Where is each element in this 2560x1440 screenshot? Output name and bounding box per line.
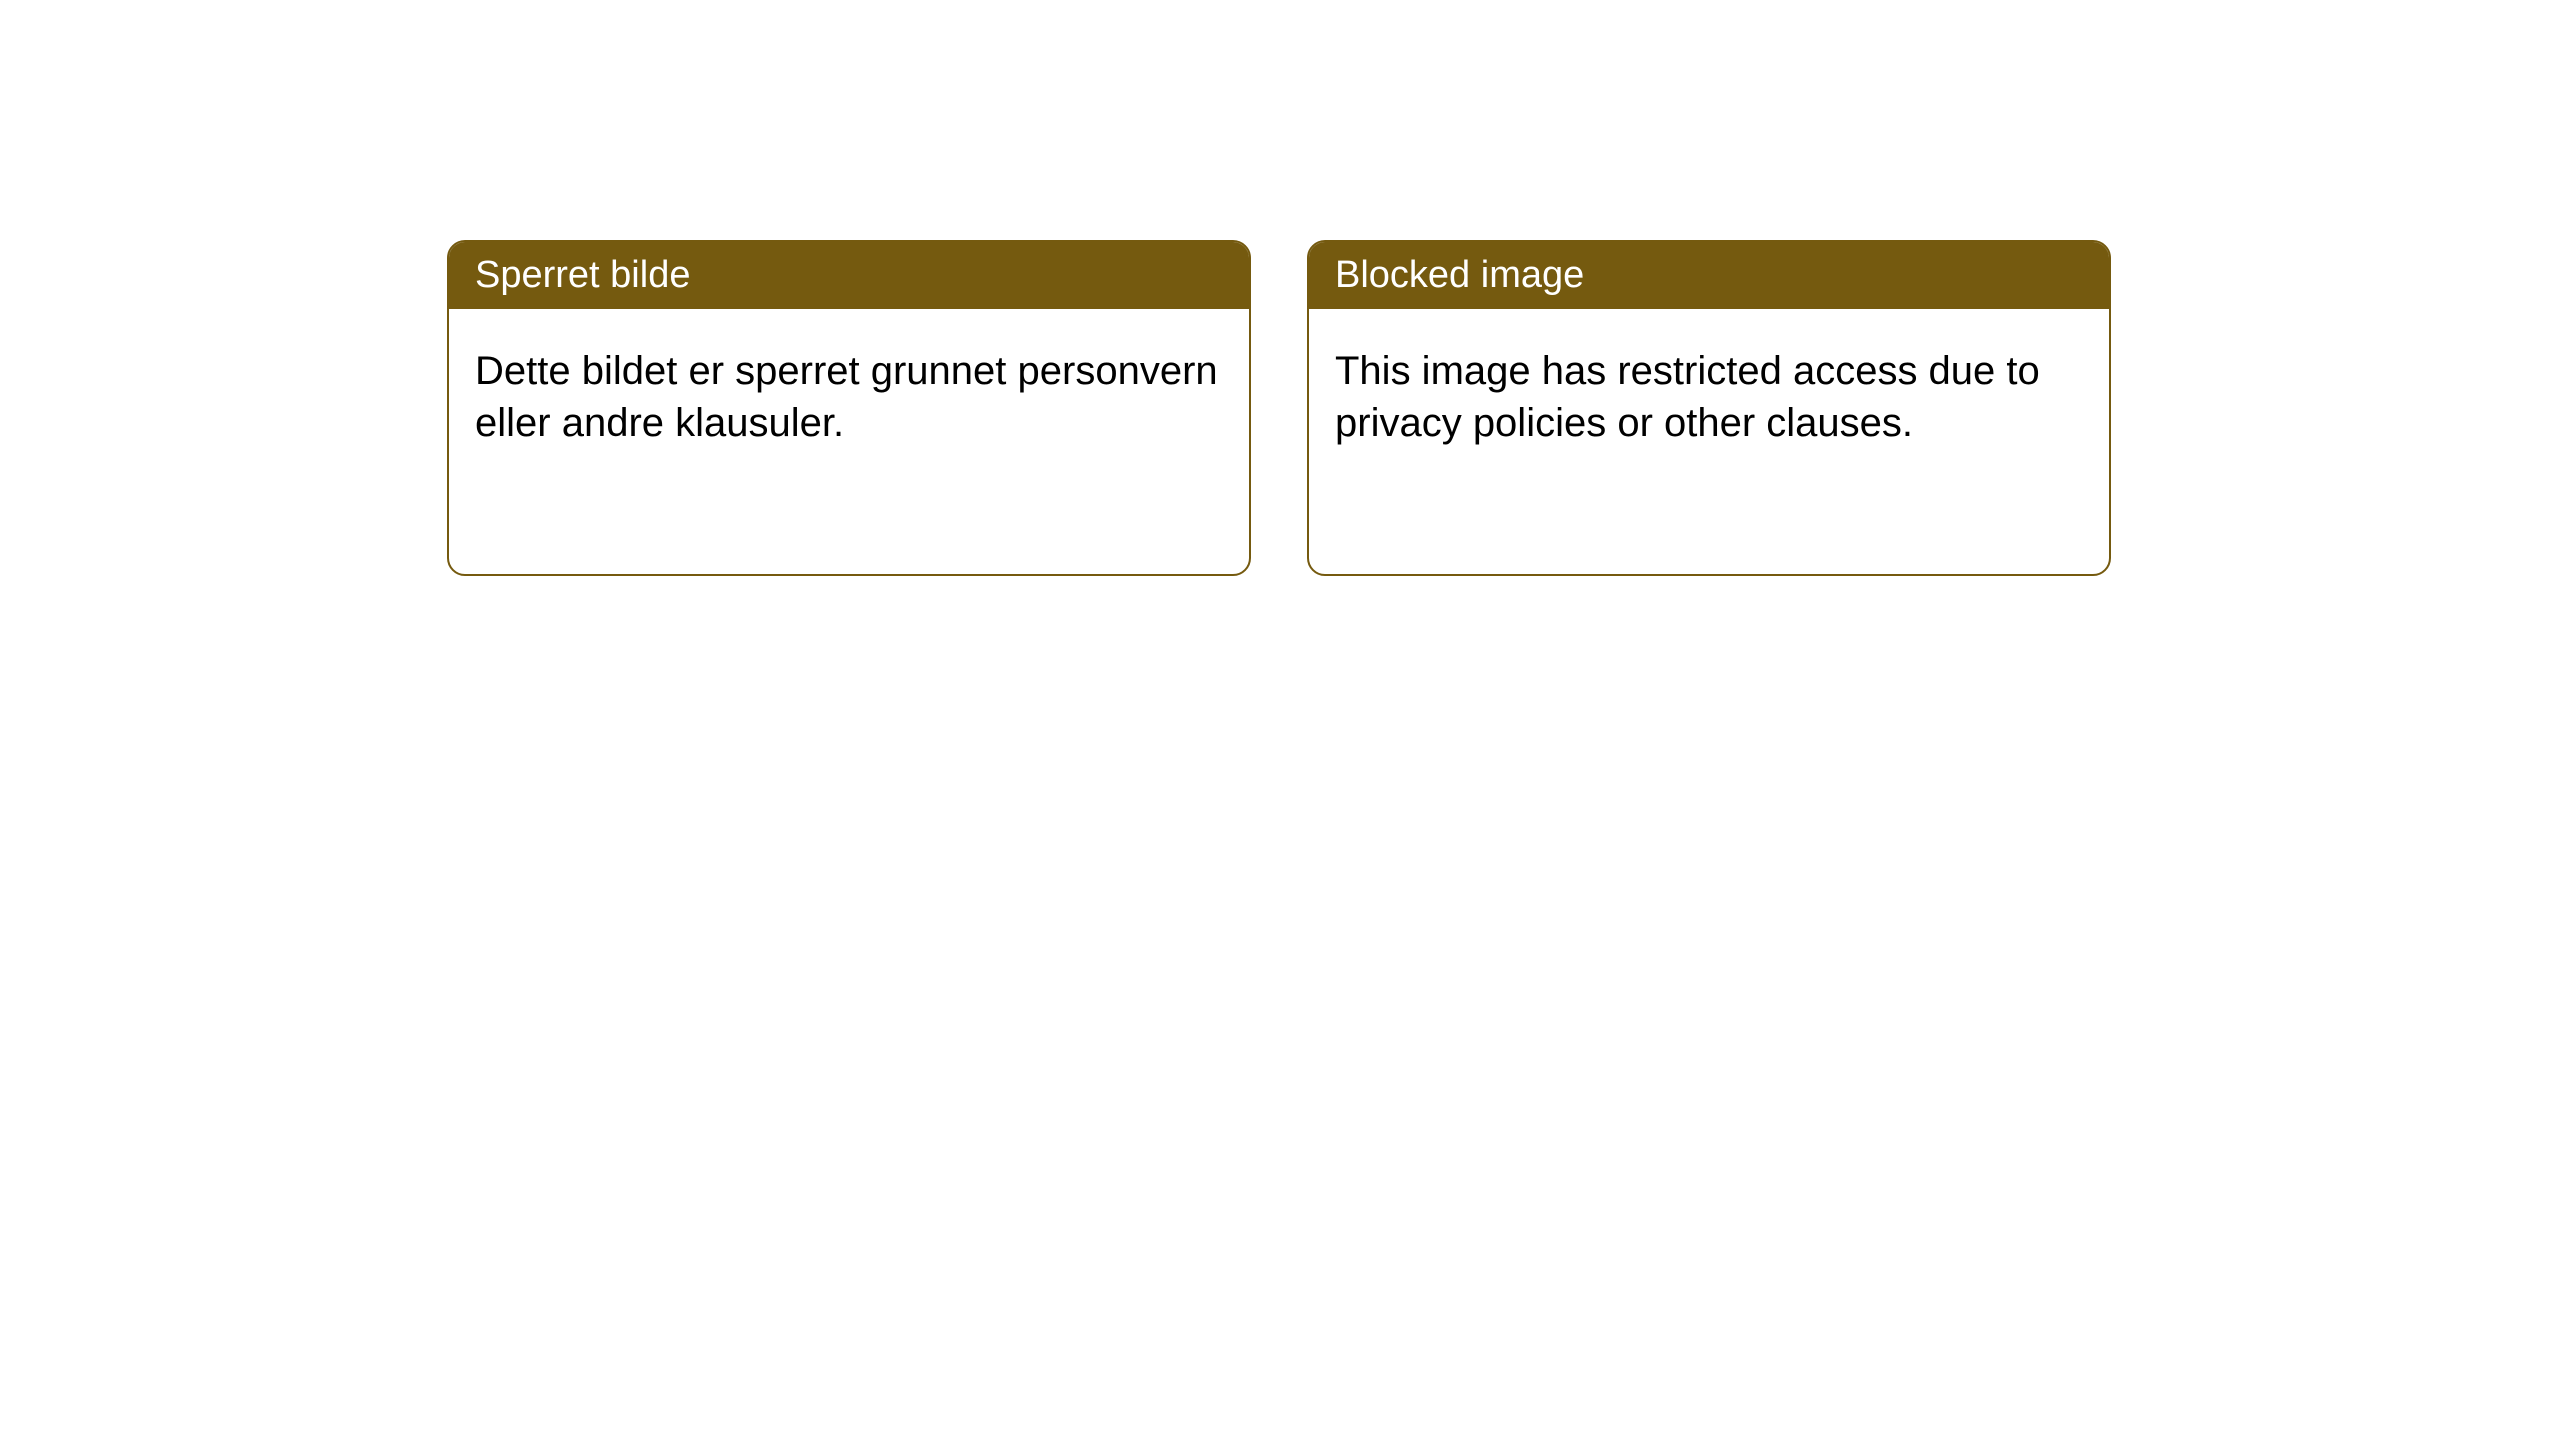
notice-card-norwegian: Sperret bilde Dette bildet er sperret gr… — [447, 240, 1251, 576]
notice-body: This image has restricted access due to … — [1309, 309, 2109, 485]
notice-header: Blocked image — [1309, 242, 2109, 309]
notice-card-english: Blocked image This image has restricted … — [1307, 240, 2111, 576]
notice-header: Sperret bilde — [449, 242, 1249, 309]
notice-body: Dette bildet er sperret grunnet personve… — [449, 309, 1249, 485]
notice-container: Sperret bilde Dette bildet er sperret gr… — [447, 240, 2111, 576]
